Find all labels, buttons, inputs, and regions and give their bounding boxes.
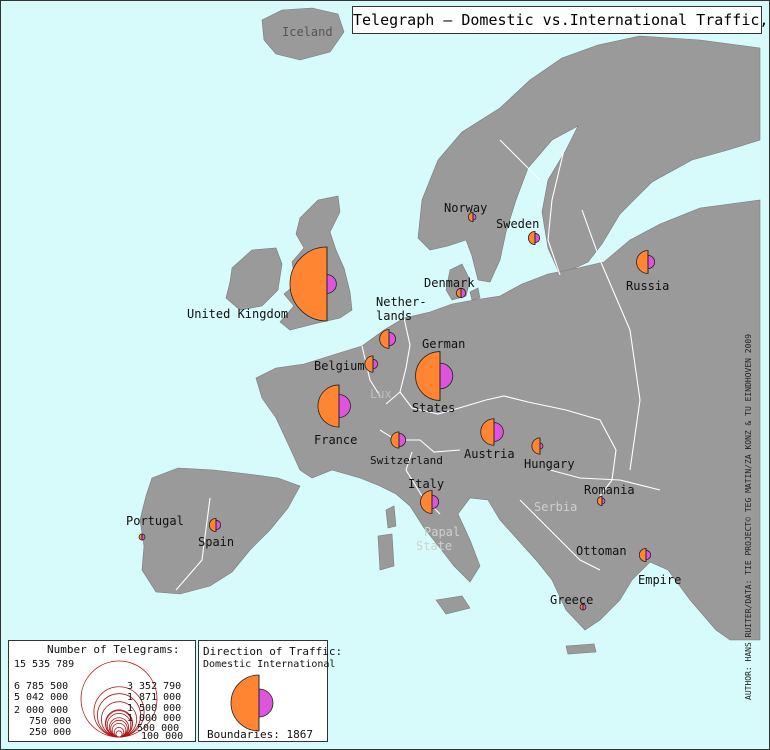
iberia: [139, 467, 301, 595]
romania-domestic-half: [596, 495, 603, 507]
legend-value-500000: 500 000: [137, 723, 180, 734]
legend-domestic-half: [230, 674, 260, 732]
boundaries-label: Boundaries: 1867: [207, 728, 313, 741]
label-lux: Lux: [370, 387, 392, 401]
romania-international-half: [601, 497, 606, 505]
legend-value-3352790: 3 352 790: [127, 681, 182, 692]
german-states-domestic-half: [415, 351, 441, 401]
legend-value-15535789: 15 535 789: [14, 659, 75, 670]
iceland: [261, 7, 345, 61]
label-hungary: Hungary: [524, 457, 575, 471]
label-german-2: States: [412, 401, 455, 415]
legend-international-half: [258, 688, 274, 718]
size-legend-rings: [80, 660, 158, 738]
legend-value-5042000: 5 042 000: [14, 692, 69, 703]
france-international-half: [338, 394, 351, 418]
norway-domestic-half: [467, 211, 474, 223]
label-papal-1: Papal: [424, 525, 460, 539]
united-kingdom-international-half: [326, 274, 337, 294]
ireland: [225, 247, 283, 311]
continental-europe: [255, 199, 761, 641]
legend-value-750000: 750 000: [29, 716, 72, 727]
russia-domestic-half: [636, 250, 649, 274]
direction-legend: Direction of Traffic: Domestic Internati…: [198, 640, 342, 742]
traffic-symbols: [138, 211, 656, 611]
portugal-international-half: [141, 533, 146, 541]
legend-value-100000: 100 000: [141, 731, 184, 742]
crete: [565, 643, 597, 655]
legend-value-6785500: 6 785 500: [14, 681, 69, 692]
label-russia: Russia: [626, 279, 669, 293]
label-united-kingdom: United Kingdom: [187, 307, 288, 321]
austria-domestic-half: [480, 418, 495, 446]
label-netherlands-1: Nether-: [376, 295, 427, 309]
switzerland-domestic-half: [390, 431, 400, 449]
map-title: Telegraph — Domestic vs.International Tr…: [352, 6, 770, 34]
united-kingdom-domestic-half: [289, 246, 328, 322]
legend-value-1500000: 1 500 000: [127, 703, 182, 714]
direction-legend-subtitle: Domestic International: [203, 659, 336, 670]
country-labels: Iceland Norway Sweden Russia Denmark Uni…: [126, 25, 681, 607]
label-netherlands-2: lands: [376, 309, 412, 323]
boundaries: [175, 139, 661, 591]
label-denmark: Denmark: [424, 276, 475, 290]
author-credit: AUTHOR: HANS RUITER/DATA: TIE PROJECT© T…: [744, 333, 753, 700]
sardinia: [377, 533, 395, 571]
hungary-domestic-half: [531, 437, 541, 455]
size-legend: Number of Telegrams: 15 535 789 6 785 50…: [8, 640, 196, 742]
legend-value-1871000: 1 871 000: [127, 692, 182, 703]
denmark: [445, 263, 481, 301]
netherlands-domestic-half: [379, 329, 390, 349]
landmasses: [139, 7, 761, 655]
corsica: [385, 505, 397, 529]
greece-international-half: [582, 603, 587, 611]
sicily: [435, 595, 471, 615]
legend-value-250000: 250 000: [29, 727, 72, 738]
label-belgium: Belgium: [314, 359, 365, 373]
label-portugal: Portugal: [126, 514, 184, 528]
label-german-1: German: [422, 337, 465, 351]
label-norway: Norway: [444, 201, 487, 215]
size-legend-title: Number of Telegrams:: [47, 643, 180, 656]
france-domestic-half: [317, 384, 340, 428]
label-italy: Italy: [408, 477, 444, 491]
label-greece: Greece: [550, 593, 593, 607]
legend-value-2000000: 2 000 000: [14, 705, 69, 716]
label-ottoman: Ottoman: [576, 544, 627, 558]
portugal-domestic-half: [138, 533, 143, 541]
legend-ring-right-100000: [118, 730, 123, 738]
label-sweden: Sweden: [496, 217, 539, 231]
label-austria: Austria: [464, 447, 515, 461]
direction-legend-title: Direction of Traffic:: [203, 645, 343, 658]
label-romania: Romania: [584, 483, 635, 497]
label-papal-2: State: [416, 539, 452, 553]
austria-international-half: [493, 422, 504, 442]
belgium-domestic-half: [364, 355, 374, 373]
german-states-international-half: [439, 362, 454, 390]
label-france: France: [314, 433, 357, 447]
label-empire: Empire: [638, 573, 681, 587]
italy-domestic-half: [420, 490, 433, 514]
label-spain: Spain: [198, 535, 234, 549]
legend-ring-15535789: [80, 660, 120, 738]
label-switzerland: Switzerland: [370, 454, 443, 467]
hungary-international-half: [539, 442, 544, 450]
label-serbia: Serbia: [534, 500, 577, 514]
direction-legend-symbol: [230, 674, 274, 732]
legend-ring-100000: [115, 730, 120, 738]
denmark-international-half: [460, 287, 467, 299]
label-iceland: Iceland: [282, 25, 333, 39]
legend-value-1000000: 1 000 000: [127, 713, 182, 724]
legend-ring-right-15535789: [118, 660, 158, 738]
